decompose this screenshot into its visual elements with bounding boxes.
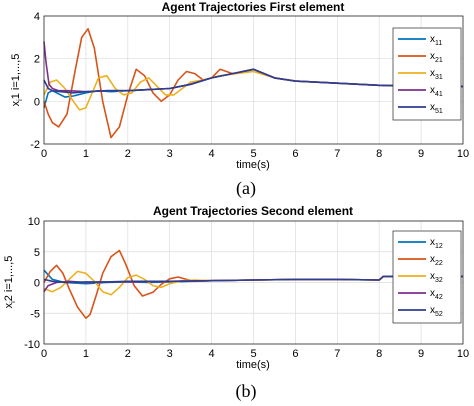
series-line-x51 bbox=[43, 68, 463, 94]
y-tick-label: 5 bbox=[34, 247, 40, 259]
x-axis-label: time(s) bbox=[236, 359, 270, 371]
y-tick-label: 2 bbox=[34, 54, 40, 66]
x-tick-label: 9 bbox=[418, 148, 424, 160]
x-tick-label: 3 bbox=[167, 148, 173, 160]
y-tick-label: 4 bbox=[34, 11, 40, 23]
x-tick-label: 4 bbox=[209, 148, 215, 160]
y-axis-label: xi2 i=1,...,5 bbox=[3, 256, 17, 309]
chart-title: Agent Trajectories Second element bbox=[153, 204, 353, 218]
y-tick-label: -2 bbox=[30, 139, 40, 151]
y-axis-label: xi1 i=1,...,5 bbox=[10, 54, 24, 107]
caption-a: (a) bbox=[236, 178, 256, 199]
x-tick-label: 6 bbox=[292, 348, 298, 360]
series-line-x52 bbox=[43, 275, 463, 284]
legend-label: x41 bbox=[430, 85, 443, 98]
x-tick-label: 8 bbox=[376, 348, 382, 360]
legend-label: x22 bbox=[430, 254, 443, 267]
plot-frame bbox=[43, 15, 464, 145]
series-lines bbox=[43, 249, 463, 320]
x-tick-label: 8 bbox=[376, 148, 382, 160]
x-tick-label: 4 bbox=[209, 348, 215, 360]
legend-label: x51 bbox=[430, 102, 443, 115]
legend: x11 x21 x31 x41 x51 bbox=[392, 27, 462, 121]
x-tick-label: 5 bbox=[250, 148, 256, 160]
y-tick-label: -5 bbox=[30, 308, 40, 320]
x-tick-label: 3 bbox=[167, 348, 173, 360]
x-axis-label: time(s) bbox=[236, 159, 270, 171]
legend-label: x52 bbox=[430, 305, 443, 318]
x-tick-label: 2 bbox=[125, 348, 131, 360]
plot-frame bbox=[43, 220, 464, 345]
x-tick-label: 9 bbox=[418, 348, 424, 360]
caption-b: (b) bbox=[236, 381, 257, 402]
y-tick-labels: -10 -5 0 5 10 bbox=[24, 216, 40, 351]
x-tick-label: 2 bbox=[125, 148, 131, 160]
x-tick-label: 5 bbox=[250, 348, 256, 360]
y-tick-label: 0 bbox=[34, 96, 40, 108]
x-tick-label: 10 bbox=[457, 348, 469, 360]
chart-title: Agent Trajectories First element bbox=[162, 0, 345, 14]
series-lines bbox=[43, 27, 463, 139]
legend-label: x12 bbox=[430, 237, 443, 250]
x-tick-label: 0 bbox=[41, 348, 47, 360]
x-tick-label: 0 bbox=[41, 148, 47, 160]
x-tick-label: 7 bbox=[334, 148, 340, 160]
x-tick-label: 1 bbox=[83, 348, 89, 360]
legend-label: x42 bbox=[430, 288, 443, 301]
legend-box bbox=[392, 230, 462, 324]
x-tick-label: 7 bbox=[334, 348, 340, 360]
y-tick-label: -10 bbox=[24, 339, 40, 351]
x-tick-labels: 0 1 2 3 4 5 6 7 8 9 10 bbox=[41, 348, 469, 360]
x-tick-label: 10 bbox=[457, 148, 469, 160]
y-tick-label: 0 bbox=[34, 278, 40, 290]
x-tick-label: 6 bbox=[292, 148, 298, 160]
legend-label: x21 bbox=[430, 51, 443, 64]
y-tick-label: 10 bbox=[28, 216, 40, 228]
legend: x12 x22 x32 x42 x52 bbox=[392, 230, 462, 324]
legend-label: x11 bbox=[430, 34, 442, 47]
legend-box bbox=[392, 27, 462, 121]
y-tick-labels: -2 0 2 4 bbox=[30, 11, 40, 151]
legend-label: x32 bbox=[430, 271, 443, 284]
legend-label: x31 bbox=[430, 68, 443, 81]
x-tick-labels: 0 1 2 3 4 5 6 7 8 9 10 bbox=[41, 148, 469, 160]
chart-panel-a: Agent Trajectories First element 0 1 2 3 4 5 6… bbox=[10, 0, 469, 199]
chart-panel-b: Agent Trajectories Second element 0 1 2 3 4 5… bbox=[3, 204, 469, 402]
x-tick-label: 1 bbox=[83, 148, 89, 160]
